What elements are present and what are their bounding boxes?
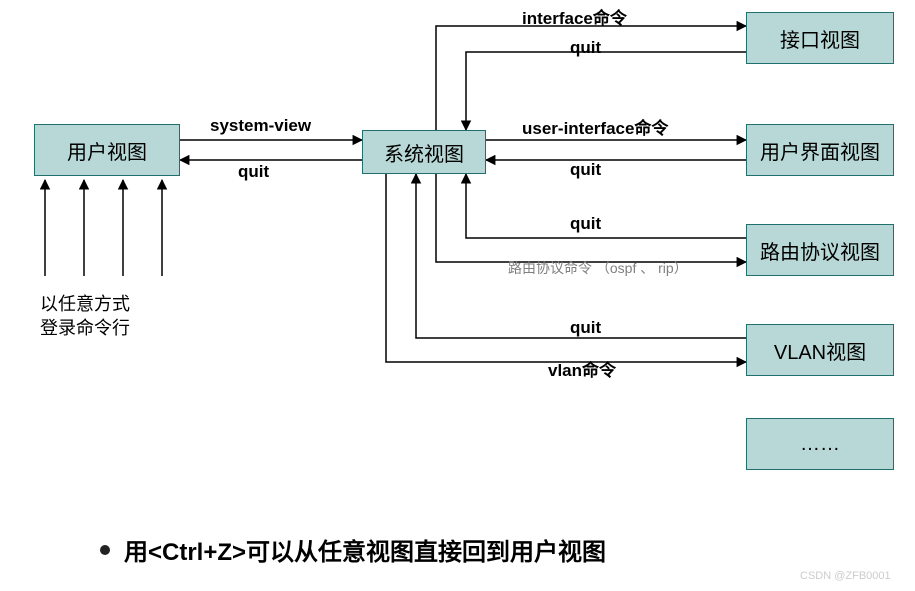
node-user-label: 用户视图 [67, 136, 147, 165]
edge-label-sv_quit: quit [238, 162, 269, 182]
login-caption: 以任意方式登录命令行 [40, 292, 130, 341]
node-route: 路由协议视图 [746, 224, 894, 276]
edge-label-vlan_cmd: vlan命令 [548, 356, 616, 381]
node-ui-label: 用户界面视图 [760, 136, 880, 165]
edge-label-iface_quit: quit [570, 38, 601, 58]
node-user: 用户视图 [34, 124, 180, 176]
edge-label-ui_cmd: user-interface命令 [522, 114, 668, 139]
edge-label-iface_cmd: interface命令 [522, 4, 627, 29]
edge-label-ui_quit: quit [570, 160, 601, 180]
node-interface-label: 接口视图 [780, 24, 860, 53]
node-route-label: 路由协议视图 [760, 236, 880, 265]
node-more-label: …… [800, 433, 840, 456]
footnote-text: 用<Ctrl+Z>可以从任意视图直接回到用户视图 [124, 532, 606, 567]
node-interface: 接口视图 [746, 12, 894, 64]
login-caption-line2: 登录命令行 [40, 316, 130, 340]
node-vlan: VLAN视图 [746, 324, 894, 376]
bullet-dot [100, 545, 110, 555]
edge-label-sv: system-view [210, 116, 311, 136]
node-system: 系统视图 [362, 130, 486, 174]
watermark: CSDN @ZFB0001 [800, 570, 891, 582]
node-more: …… [746, 418, 894, 470]
login-caption-line1: 以任意方式 [40, 292, 130, 316]
footnote: 用<Ctrl+Z>可以从任意视图直接回到用户视图 [100, 532, 606, 567]
edge-label-route_cmd: 路由协议命令 （ospf 、 rip） [508, 258, 688, 278]
edge-label-route_quit: quit [570, 214, 601, 234]
node-ui: 用户界面视图 [746, 124, 894, 176]
node-system-label: 系统视图 [384, 138, 464, 167]
node-vlan-label: VLAN视图 [774, 336, 866, 365]
edge-label-vlan_quit: quit [570, 318, 601, 338]
